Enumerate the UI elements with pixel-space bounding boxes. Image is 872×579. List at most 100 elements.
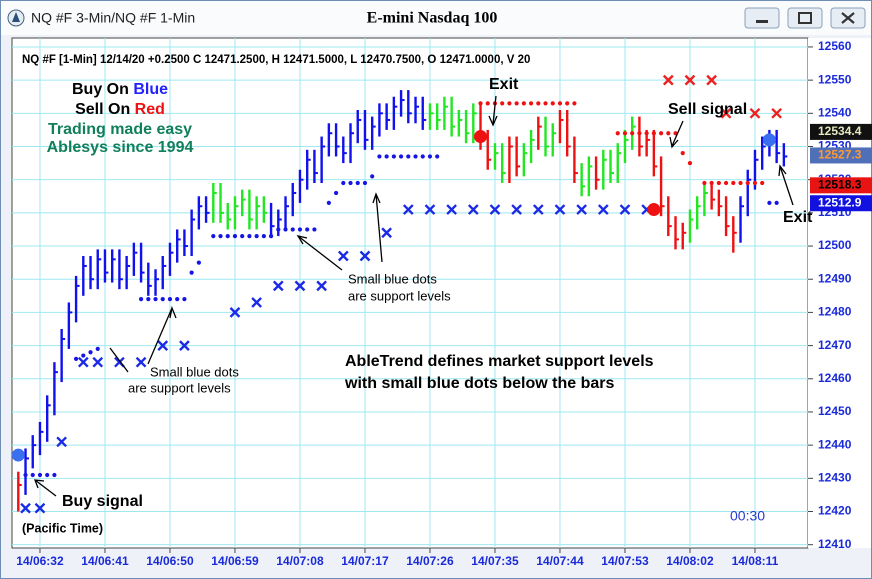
resistance-dot xyxy=(521,101,526,106)
support-dot xyxy=(341,180,346,186)
stop-marker xyxy=(381,227,392,239)
resistance-dot xyxy=(536,101,541,106)
legend-buy-color: Blue xyxy=(133,81,168,98)
support-dot xyxy=(247,233,252,239)
stop-marker xyxy=(316,280,327,292)
stop-marker xyxy=(446,204,457,215)
timezone-label: (Pacific Time) xyxy=(22,521,103,535)
resistance-dot xyxy=(478,101,483,106)
y-tick-label: 12560 xyxy=(818,39,852,53)
support-dot xyxy=(268,233,274,239)
chart-title: E-mini Nasdaq 100 xyxy=(367,10,498,27)
x-tick-label: 14/08:02 xyxy=(666,554,714,568)
y-tick-label: 12490 xyxy=(818,271,852,285)
exit-label-2: Exit xyxy=(783,209,813,226)
support-dot xyxy=(355,180,360,186)
stop-marker xyxy=(179,340,190,351)
exit-label: Exit xyxy=(489,76,519,93)
marks xyxy=(11,74,788,514)
sell-signal-label: Sell signal xyxy=(668,101,747,118)
price-tag-label: 12534.4 xyxy=(818,124,862,138)
support-dot xyxy=(182,297,187,302)
support-dot xyxy=(153,297,158,302)
support-dot xyxy=(384,154,389,159)
y-tick-label: 12410 xyxy=(818,537,852,551)
price-axis-area xyxy=(808,38,871,548)
resistance-dot xyxy=(550,101,555,106)
info-line: NQ #F [1-Min] 12/14/20 +0.2500 C 12471.2… xyxy=(22,54,530,66)
y-tick-label: 12450 xyxy=(818,404,852,418)
legend-sell-color: Red xyxy=(135,101,165,118)
stop-marker xyxy=(77,356,89,368)
resistance-dot xyxy=(709,180,714,186)
minimize-button[interactable] xyxy=(744,7,780,29)
stop-marker xyxy=(576,204,587,215)
support-dot xyxy=(377,154,382,159)
resistance-dot xyxy=(514,101,519,106)
x-tick-label: 14/07:08 xyxy=(276,554,324,568)
resistance-dot xyxy=(680,151,685,156)
buy-signal-label: Buy signal xyxy=(62,493,143,510)
support-dot xyxy=(406,154,411,159)
support-dot xyxy=(370,174,375,179)
support-dot xyxy=(30,472,35,478)
support-dot xyxy=(211,233,216,239)
stop-marker xyxy=(532,204,544,215)
stop-marker xyxy=(749,107,761,119)
resistance-dot xyxy=(507,101,512,106)
resistance-dot xyxy=(702,180,707,186)
support-dot xyxy=(196,260,201,265)
support-dot xyxy=(435,154,440,159)
support-dot xyxy=(413,154,418,159)
stop-marker xyxy=(489,204,501,215)
y-tick-label: 12500 xyxy=(818,238,852,252)
resistance-dot xyxy=(622,131,628,136)
stop-marker xyxy=(272,280,284,292)
support-dot xyxy=(398,154,404,159)
y-tick-label: 12470 xyxy=(818,338,852,352)
stop-marker xyxy=(337,250,349,262)
stop-marker xyxy=(662,74,674,86)
support-dot xyxy=(767,200,772,206)
grid xyxy=(12,38,808,548)
legend-line4: Ablesys since 1994 xyxy=(47,139,194,156)
title-bar xyxy=(1,1,871,35)
support-dot xyxy=(427,154,433,159)
resistance-dot xyxy=(666,131,671,136)
resistance-dot xyxy=(528,101,534,106)
support-dot xyxy=(297,227,303,232)
resistance-dot xyxy=(565,101,570,106)
buy-signal-arrow xyxy=(34,479,57,497)
resistance-dot xyxy=(723,180,729,186)
resistance-dot xyxy=(557,101,563,106)
x-tick-label: 14/07:53 xyxy=(601,554,649,568)
y-tick-label: 12540 xyxy=(818,105,852,119)
note-1a: Small blue dots xyxy=(150,364,239,379)
y-tick-label: 12550 xyxy=(818,72,852,86)
support-dot xyxy=(276,227,281,232)
bar-timer: 00:30 xyxy=(730,508,765,524)
sell-signal-dot xyxy=(647,203,661,217)
x-tick-label: 14/07:44 xyxy=(536,554,584,568)
stop-marker xyxy=(294,280,306,292)
price-tag-label: 12527.3 xyxy=(818,148,862,162)
legend-buy: Buy On Blue xyxy=(72,81,168,98)
y-tick-label: 12460 xyxy=(818,371,852,385)
support-dot xyxy=(362,180,368,186)
resistance-dot xyxy=(543,101,548,106)
support-dot xyxy=(261,233,266,239)
stop-marker xyxy=(34,502,46,514)
sell-signal-dot xyxy=(474,130,488,144)
support-dot xyxy=(420,154,425,159)
support-dot xyxy=(167,297,173,302)
note-1b: are support levels xyxy=(128,380,231,395)
support-dot xyxy=(81,353,86,358)
resistance-dot xyxy=(731,180,736,186)
resistance-dot xyxy=(630,131,635,136)
support-dot xyxy=(175,297,180,302)
y-tick-label: 12480 xyxy=(818,305,852,319)
note-1-arrows xyxy=(109,305,177,373)
maximize-button[interactable] xyxy=(787,7,823,29)
stop-marker xyxy=(467,204,479,215)
exit-arrow-2 xyxy=(778,164,794,206)
